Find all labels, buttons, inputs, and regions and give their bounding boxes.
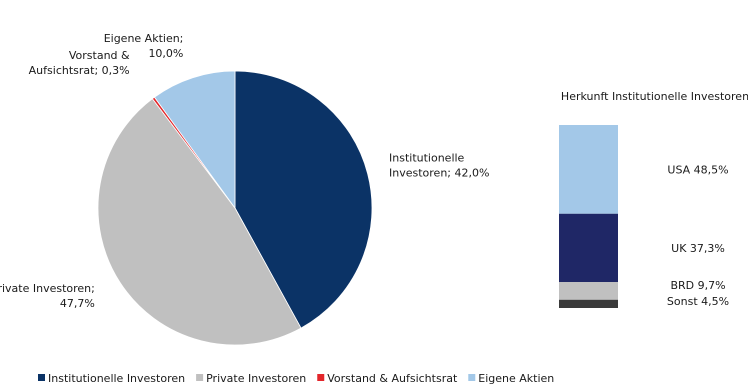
ownership-pie-chart [97, 70, 373, 346]
pie-legend: Institutionelle Investoren Private Invest… [38, 372, 554, 385]
stacked-bar-title: Herkunft Institutionelle Investoren [561, 90, 748, 103]
legend-label-institutionelle-investoren: Institutionelle Investoren [48, 372, 185, 385]
pie-slice-institutionelle-investoren [234, 70, 373, 329]
pie-label-line: Investoren; 42,0% [389, 166, 489, 179]
bar-segment-brd [559, 282, 618, 300]
legend-label-vorstand-and-aufsichtsrat: Vorstand & Aufsichtsrat [327, 372, 458, 385]
pie-label-private-investoren: Private Investoren; 47,7% [0, 282, 95, 310]
pie-label-line: Aufsichtsrat; 0,3% [29, 64, 130, 77]
institutional-origin-stacked-bar [559, 125, 618, 308]
legend-swatch-eigene-aktien [468, 374, 476, 381]
bar-segment-sonst [559, 299, 618, 308]
bar-label-uk: UK 37,3% [671, 242, 725, 255]
bar-label-usa: USA 48,5% [667, 163, 728, 176]
pie-data-labels: Institutionelle Investoren; 42,0% Private … [0, 32, 489, 310]
pie-label-line: Vorstand & [69, 49, 130, 62]
pie-slice-eigene-aktien [153, 70, 236, 210]
legend-swatch-vorstand-and-aufsichtsrat [317, 374, 325, 381]
bar-segment-usa [559, 125, 618, 214]
legend-swatch-private-investoren [196, 374, 204, 381]
legend-swatch-institutionelle-investoren [38, 374, 45, 381]
pie-label-line: 47,7% [60, 297, 95, 310]
pie-label-institutionelle-investoren: Institutionelle Investoren; 42,0% [389, 151, 489, 179]
pie-label-line: Private Investoren; [0, 282, 95, 295]
pie-label-line: Institutionelle [389, 151, 465, 164]
legend-label-eigene-aktien: Eigene Aktien [478, 372, 554, 385]
pie-label-vorstand-and-aufsichtsrat: Vorstand & Aufsichtsrat; 0,3% [29, 49, 130, 77]
bar-segment-uk [559, 213, 618, 283]
pie-label-eigene-aktien: Eigene Aktien; 10,0% [104, 32, 184, 60]
pie-label-line: 10,0% [148, 47, 183, 60]
pie-label-line: Eigene Aktien; [104, 32, 184, 45]
pie-slice-private-investoren [97, 98, 302, 346]
bar-label-brd: BRD 9,7% [670, 279, 725, 292]
legend-label-private-investoren: Private Investoren [206, 372, 306, 385]
bar-label-sonst: Sonst 4,5% [667, 295, 729, 308]
stacked-bar-data-labels: USA 48,5% UK 37,3% BRD 9,7% Sonst 4,5% [667, 163, 729, 308]
